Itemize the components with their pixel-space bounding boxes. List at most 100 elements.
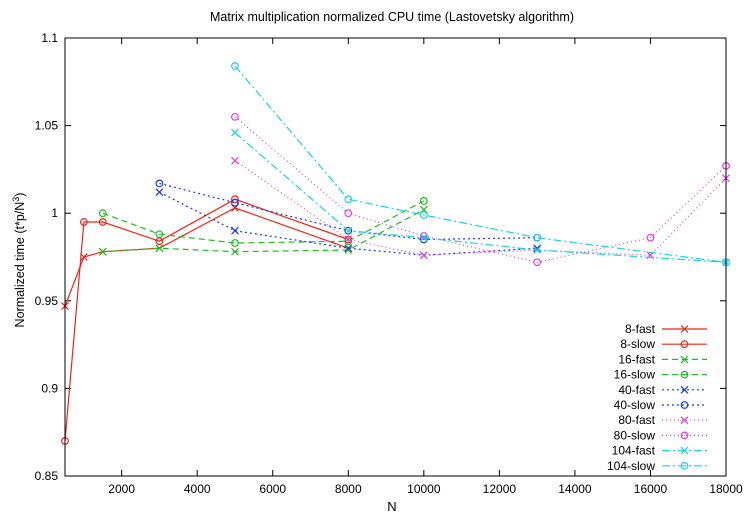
legend-marker-16-slow [680,370,689,379]
series-80-fast [231,156,730,260]
point-104-fast-3 [533,246,542,254]
plot-frame [64,37,727,477]
legend-label-40-fast: 40-fast [618,383,655,397]
legend-item-80-fast: 80-fast [618,413,707,427]
point-104-slow-2 [419,211,428,219]
point-16-slow-1 [155,230,164,239]
x-tick-label-16000: 16000 [634,482,668,496]
x-axis-label: N [387,499,396,514]
point-40-slow-0 [155,179,164,188]
point-80-slow-2 [419,232,428,240]
series-40-fast [155,188,542,260]
legend-marker-16-fast [680,355,689,364]
y-axis-label-end: ) [13,193,27,197]
series-line-40-fast [159,191,538,256]
point-104-slow-3 [533,233,542,242]
x-tick-label-4000: 4000 [184,482,211,496]
series-104-slow [231,62,730,267]
legend-item-104-fast: 104-fast [612,444,707,458]
legend-label-40-slow: 40-slow [614,398,656,412]
point-104-fast-2 [419,233,428,242]
legend-marker-80-fast [680,416,689,425]
point-80-fast-0 [231,156,239,165]
x-tick-label-6000: 6000 [259,482,286,496]
y-tick-label-3: 1 [51,206,58,220]
legend-item-40-fast: 40-fast [618,383,707,397]
legend-marker-40-slow [680,401,689,409]
point-104-fast-0 [231,128,239,137]
y-tick-label-2: 0.95 [35,294,59,308]
point-80-fast-2 [419,251,428,260]
y-tick-label-0: 0.85 [35,469,59,483]
y-axis-label-main: Normalized time (t*p/N [13,202,27,328]
legend-item-16-slow: 16-slow [614,368,707,382]
series-16-slow [98,197,428,247]
point-16-slow-3 [344,237,353,246]
y-tick-label-5: 1.1 [41,31,58,45]
point-8-slow-4 [231,195,239,204]
point-80-slow-4 [646,233,655,242]
point-80-slow-1 [344,209,353,218]
legend-label-80-slow: 80-slow [614,428,656,442]
point-16-fast-3 [344,246,353,254]
legend-label-16-slow: 16-slow [614,368,656,382]
series-layer [61,62,730,445]
point-40-slow-1 [231,198,239,207]
legend-item-104-slow: 104-slow [607,459,707,473]
point-40-fast-0 [155,188,164,197]
point-80-fast-1 [344,235,353,244]
x-tick-label-2000: 2000 [108,482,135,496]
point-16-slow-0 [98,209,107,218]
point-104-slow-0 [231,62,239,70]
legend-label-104-fast: 104-fast [612,444,656,458]
chart-title: Matrix multiplication normalized CPU tim… [210,10,574,24]
legend-label-8-slow: 8-slow [620,337,655,351]
x-tick-label-18000: 18000 [709,482,743,496]
x-tick-label-14000: 14000 [558,482,592,496]
point-16-slow-2 [231,239,239,247]
legend-item-80-slow: 80-slow [614,428,707,442]
series-line-8-fast [64,207,349,307]
point-16-slow-4 [419,197,428,205]
series-8-slow [61,195,353,445]
series-80-slow [231,112,730,267]
point-16-fast-2 [231,247,239,256]
legend-item-16-fast: 16-fast [618,352,707,366]
legend-marker-104-fast [680,446,689,455]
series-line-80-fast [234,160,727,256]
point-104-slow-1 [344,195,353,204]
x-tick-label-8000: 8000 [335,482,362,496]
series-line-16-slow [102,200,425,244]
series-16-fast [98,205,428,256]
legend-label-16-fast: 16-fast [618,352,655,366]
x-tick-label-10000: 10000 [407,482,441,496]
legend-marker-8-slow [680,340,689,349]
legend-marker-104-slow [680,461,689,470]
y-axis-label-sup: 3 [11,197,21,202]
legend-marker-8-fast [680,325,689,333]
series-line-104-slow [234,65,727,263]
y-tick-label-1: 0.9 [41,381,58,395]
x-tick-label-12000: 12000 [483,482,517,496]
point-40-fast-1 [231,226,239,235]
point-40-fast-2 [344,244,353,253]
point-16-fast-0 [98,247,107,256]
y-axis-label: Normalized time (t*p/N3) [11,193,27,328]
point-40-slow-3 [419,235,428,244]
point-16-fast-1 [155,244,164,253]
legend-item-8-fast: 8-fast [625,322,707,336]
legend-label-8-fast: 8-fast [625,322,656,336]
point-8-slow-2 [98,218,107,226]
point-104-fast-1 [344,226,353,235]
point-80-slow-3 [533,258,542,267]
series-104-fast [231,128,730,267]
axes-ticks: 2000 4000 6000 8000 10000 12000 14000 16000 1800… [35,31,743,496]
legend-item-8-slow: 8-slow [620,337,707,351]
legend-label-104-slow: 104-slow [607,459,655,473]
legend-marker-40-fast [680,385,689,394]
legend-marker-80-slow [680,431,689,440]
legend-label-80-fast: 80-fast [618,413,655,427]
